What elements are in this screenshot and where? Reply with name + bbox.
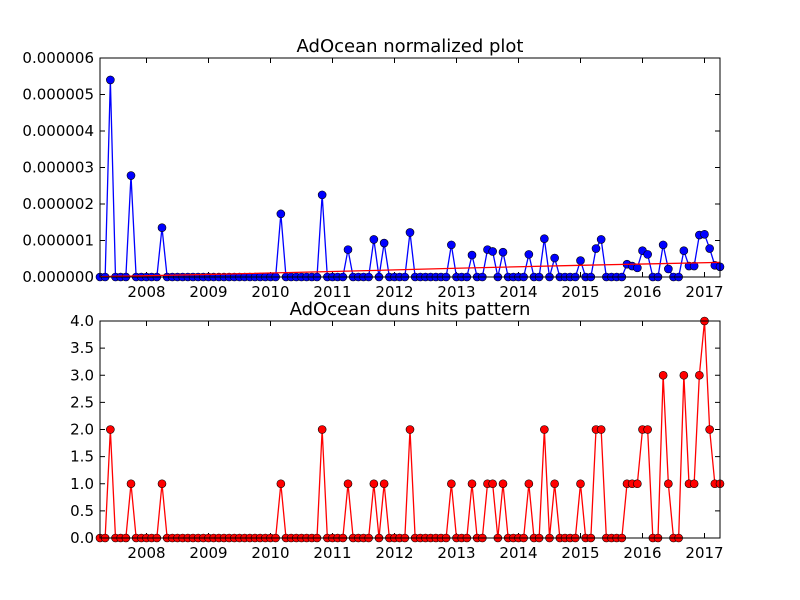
y-tick-label: 3.5 <box>70 339 94 357</box>
data-point <box>405 228 415 237</box>
x-tick-label: 2015 <box>561 283 599 301</box>
data-point <box>498 247 508 257</box>
data-point <box>664 479 673 489</box>
data-point <box>447 240 456 250</box>
x-tick-label: 2013 <box>437 283 475 301</box>
data-point <box>488 479 497 489</box>
x-tick-label: 2017 <box>685 544 723 562</box>
data-point <box>276 479 286 489</box>
y-tick-label: 2.5 <box>70 393 94 411</box>
data-point <box>679 246 689 256</box>
data-point <box>524 250 534 259</box>
data-point <box>343 245 353 254</box>
x-tick-label: 2009 <box>189 283 227 301</box>
x-tick-label: 2011 <box>313 544 351 562</box>
data-point <box>695 370 704 380</box>
y-tick-label: 0.000004 <box>22 122 94 140</box>
y-tick-label: 1.0 <box>70 475 94 493</box>
data-point <box>596 425 606 434</box>
data-point <box>550 479 559 489</box>
data-point <box>633 263 642 273</box>
data-point <box>658 240 668 250</box>
data-point <box>369 235 379 244</box>
x-tick-label: 2012 <box>375 544 413 562</box>
series-line <box>99 261 721 278</box>
data-point <box>276 209 286 219</box>
y-tick-label: 0.0 <box>70 529 94 547</box>
data-point <box>467 250 477 260</box>
y-tick-label: 0.000003 <box>22 159 94 177</box>
x-tick-label: 2015 <box>561 544 599 562</box>
data-point <box>488 247 497 256</box>
data-point <box>157 223 167 233</box>
y-tick-label: 4.0 <box>70 312 94 330</box>
data-point <box>126 171 136 180</box>
y-tick-label: 3.0 <box>70 366 94 384</box>
plot-frame <box>99 57 721 278</box>
x-tick-label: 2016 <box>623 283 661 301</box>
y-tick-label: 0.5 <box>70 502 94 520</box>
data-point <box>157 479 167 489</box>
data-point <box>633 479 642 489</box>
data-point <box>524 479 534 489</box>
y-tick-label: 0.000006 <box>22 49 94 67</box>
chart-title: AdOcean duns hits pattern <box>290 299 531 320</box>
data-point <box>576 256 585 265</box>
data-point <box>379 238 389 248</box>
data-point <box>317 425 327 434</box>
data-point <box>643 250 652 259</box>
data-point <box>106 425 115 434</box>
data-point <box>126 479 136 489</box>
data-point <box>317 190 327 200</box>
data-point <box>689 479 699 489</box>
x-tick-label: 2014 <box>499 544 537 562</box>
data-point <box>540 425 549 434</box>
x-tick-label: 2011 <box>313 283 351 301</box>
data-point <box>664 264 673 274</box>
y-tick-label: 0.000001 <box>22 232 94 250</box>
y-tick-label: 0.000005 <box>22 86 94 104</box>
data-point <box>540 234 549 243</box>
data-point <box>643 425 652 434</box>
series-line <box>100 79 721 278</box>
data-point <box>705 244 714 253</box>
data-point <box>705 425 714 434</box>
x-tick-label: 2016 <box>623 544 661 562</box>
data-point <box>689 261 699 271</box>
data-point <box>576 479 585 489</box>
x-tick-label: 2008 <box>127 544 165 562</box>
data-point <box>405 425 415 434</box>
x-tick-label: 2008 <box>127 283 165 301</box>
plot-frame <box>99 320 721 539</box>
data-point <box>596 235 606 244</box>
data-point <box>343 479 353 489</box>
data-point <box>591 244 601 253</box>
x-tick-label: 2014 <box>499 283 537 301</box>
y-tick-label: 2.0 <box>70 421 94 439</box>
data-point <box>106 75 115 85</box>
x-tick-label: 2010 <box>251 544 289 562</box>
x-tick-label: 2012 <box>375 283 413 301</box>
x-tick-label: 2010 <box>251 283 289 301</box>
data-point <box>447 479 456 489</box>
data-point <box>369 479 379 489</box>
x-tick-label: 2009 <box>189 544 227 562</box>
y-tick-label: 1.5 <box>70 448 94 466</box>
data-point <box>550 253 559 263</box>
data-point <box>658 370 668 380</box>
y-tick-label: 0.000000 <box>22 268 94 286</box>
chart-title: AdOcean normalized plot <box>297 36 524 57</box>
data-point <box>679 370 689 380</box>
data-point <box>700 229 709 239</box>
x-tick-label: 2013 <box>437 544 475 562</box>
y-tick-label: 0.000002 <box>22 195 94 213</box>
x-tick-label: 2017 <box>685 283 723 301</box>
data-point <box>379 479 389 489</box>
data-point <box>467 479 477 489</box>
data-point <box>498 479 508 489</box>
